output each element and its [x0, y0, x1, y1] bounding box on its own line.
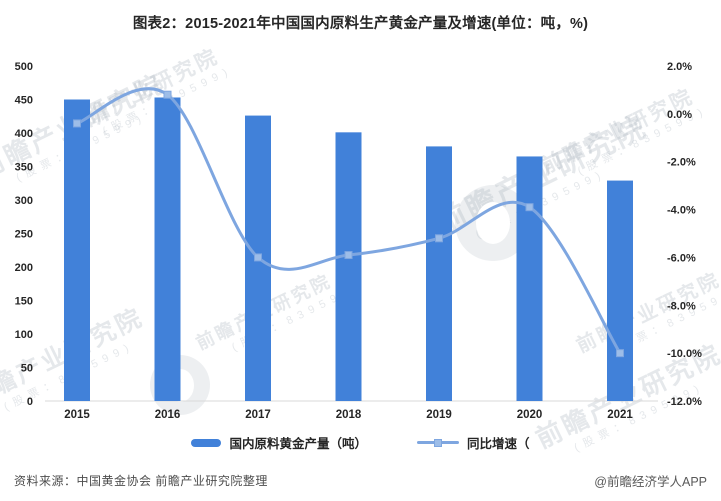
growth-marker-2019	[435, 234, 443, 243]
bar-2019	[426, 146, 452, 401]
bar-2021	[607, 180, 633, 401]
legend: 国内原料黄金产量（吨） 同比增速（	[0, 433, 721, 452]
left-axis-tick-label: 100	[15, 329, 33, 341]
x-tick-label-2017: 2017	[245, 409, 271, 421]
legend-line-marker	[434, 438, 442, 447]
growth-marker-2020	[525, 203, 534, 212]
right-axis-tick-label: -10.0%	[667, 348, 702, 360]
bar-2016	[154, 97, 181, 402]
legend-bar-label: 国内原料黄金产量（吨）	[229, 437, 367, 451]
x-tick-label-2016: 2016	[155, 409, 181, 421]
right-axis-tick-label: 0.0%	[667, 109, 692, 121]
legend-line-swatch	[417, 438, 459, 447]
chart-canvas: 5004504003503002502001501005002.0%0.0%-2…	[15, 61, 702, 421]
bar-2015	[64, 99, 90, 401]
x-tick-label-2018: 2018	[336, 409, 362, 421]
right-axis-tick-label: 2.0%	[667, 61, 692, 73]
left-axis-tick-label: 200	[15, 262, 33, 274]
x-tick-label-2015: 2015	[64, 409, 90, 421]
right-axis-tick-label: -6.0%	[667, 252, 696, 264]
right-axis-tick-label: -2.0%	[667, 157, 696, 169]
left-axis-tick-label: 250	[15, 229, 33, 241]
left-axis-tick-label: 500	[15, 61, 33, 73]
credit-note: @前瞻经济学人APP	[594, 475, 707, 489]
growth-marker-2021	[616, 349, 624, 358]
left-axis-tick-label: 0	[27, 396, 33, 408]
x-tick-label-2021: 2021	[607, 409, 633, 421]
growth-marker-2017	[254, 253, 262, 262]
right-axis-tick-label: -12.0%	[667, 396, 702, 408]
growth-marker-2015	[73, 119, 81, 128]
footer: 资料来源：中国黄金协会 前瞻产业研究院整理 @前瞻经济学人APP	[0, 471, 721, 490]
left-axis-tick-label: 400	[15, 128, 33, 140]
x-tick-label-2019: 2019	[426, 409, 452, 421]
left-axis-tick-label: 300	[15, 195, 33, 207]
left-axis-tick-label: 50	[21, 363, 33, 375]
left-axis-tick-label: 350	[15, 162, 33, 174]
chart-title: 图表2：2015-2021年中国国内原料生产黄金产量及增速(单位：吨，%)	[132, 16, 589, 32]
bar-2018	[335, 132, 362, 401]
legend-item-production: 国内原料黄金产量（吨）	[191, 433, 367, 452]
left-axis-tick-label: 150	[15, 296, 33, 308]
legend-item-growth: 同比增速（	[417, 433, 530, 452]
right-axis-tick-label: -8.0%	[667, 300, 696, 312]
left-axis-tick-label: 450	[15, 95, 33, 107]
growth-marker-2018	[344, 251, 353, 260]
legend-bar-swatch	[191, 438, 222, 447]
bar-2020	[516, 156, 543, 401]
legend-line-label: 同比增速（	[467, 437, 530, 451]
x-tick-label-2020: 2020	[517, 409, 543, 421]
growth-marker-2016	[163, 90, 172, 99]
right-axis-tick-label: -4.0%	[667, 205, 696, 217]
source-note: 资料来源：中国黄金协会 前瞻产业研究院整理	[14, 474, 268, 488]
